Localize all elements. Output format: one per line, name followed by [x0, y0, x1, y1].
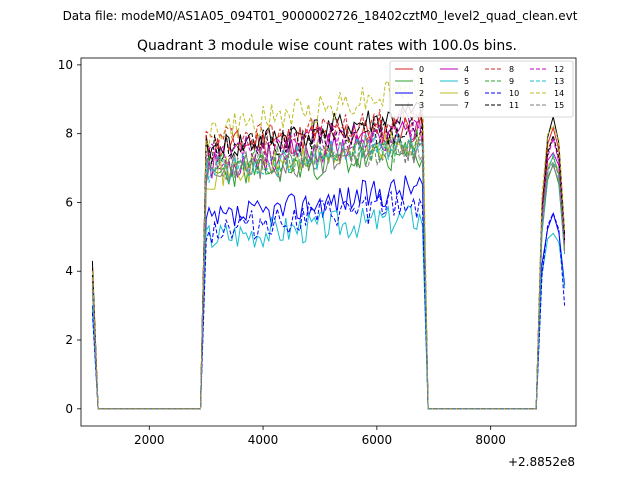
plot-background: [81, 58, 576, 426]
y-tick-label: 4: [65, 264, 73, 278]
legend-label-0: 0: [419, 65, 424, 74]
legend-label-15: 15: [554, 101, 564, 110]
y-tick-label: 6: [65, 195, 73, 209]
series-layer: [91, 69, 566, 410]
y-tick-label: 0: [65, 402, 73, 416]
legend-label-2: 2: [419, 89, 424, 98]
x-offset-label: +2.8852e8: [508, 455, 575, 469]
legend-label-11: 11: [509, 101, 519, 110]
legend-label-14: 14: [554, 89, 564, 98]
legend-label-3: 3: [419, 101, 424, 110]
x-tick-label: 4000: [248, 433, 279, 447]
x-tick-label: 8000: [475, 433, 506, 447]
plot-frame: [80, 57, 577, 427]
y-axis: 0 2 4 6 8 10: [58, 58, 81, 416]
legend-label-5: 5: [464, 77, 469, 86]
legend-label-6: 6: [464, 89, 469, 98]
figure-suptitle: Data file: modeM0/AS1A05_094T01_90000027…: [63, 9, 578, 23]
series-line-14: [91, 69, 566, 410]
chart-title: Quadrant 3 module wise count rates with …: [137, 38, 517, 54]
legend-label-9: 9: [509, 77, 514, 86]
legend-label-7: 7: [464, 101, 469, 110]
y-tick-label: 8: [65, 127, 73, 141]
legend-label-4: 4: [464, 65, 469, 74]
series-line-9: [91, 129, 566, 410]
x-axis: 2000 4000 6000 8000: [134, 426, 506, 447]
legend-label-12: 12: [554, 65, 564, 74]
series-line-8: [91, 107, 566, 410]
legend-label-10: 10: [509, 89, 519, 98]
y-tick-label: 2: [65, 333, 73, 347]
legend-label-13: 13: [554, 77, 564, 86]
legend-box: [389, 60, 574, 118]
x-tick-label: 6000: [362, 433, 393, 447]
legend-label-1: 1: [419, 77, 424, 86]
x-tick-label: 2000: [134, 433, 165, 447]
series-line-15: [91, 136, 566, 410]
legend-label-8: 8: [509, 65, 514, 74]
y-tick-label: 10: [58, 58, 73, 72]
